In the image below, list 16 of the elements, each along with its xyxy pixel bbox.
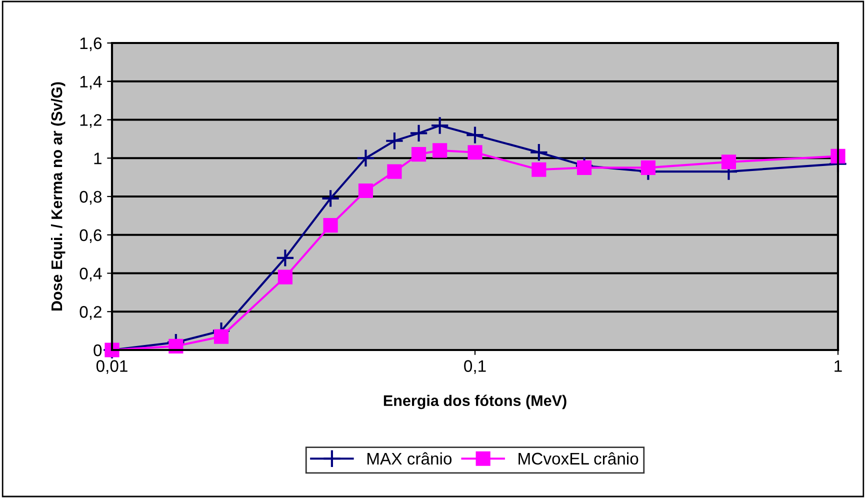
y-tick-label: 1,2 [80,114,102,128]
legend-label: MAX crânio [367,452,452,465]
y-tick-label: 0,2 [80,306,102,320]
y-tick-label: 0 [94,344,102,356]
legend-label: MCvoxEL crânio [518,452,638,465]
y-tick-label: 0,8 [80,190,102,205]
x-tick-label: 0,01 [96,360,128,374]
y-tick-label: 1,4 [80,76,102,90]
x-axis-title: Energia dos fótons (MeV) [384,394,566,410]
x-tick-label: 0,1 [464,360,486,374]
x-tick-label: 1 [834,360,842,372]
y-axis-title: Dose Equi. / Kerma no ar (Sv/G) [50,82,66,311]
y-tick-label: 0,6 [80,229,102,244]
y-tick-label: 1 [94,152,102,164]
y-tick-label: 1,6 [80,37,102,52]
y-tick-label: 0,4 [80,268,102,282]
